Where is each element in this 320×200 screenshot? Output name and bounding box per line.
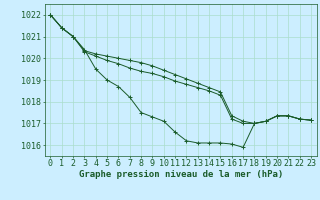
X-axis label: Graphe pression niveau de la mer (hPa): Graphe pression niveau de la mer (hPa) <box>79 170 283 179</box>
